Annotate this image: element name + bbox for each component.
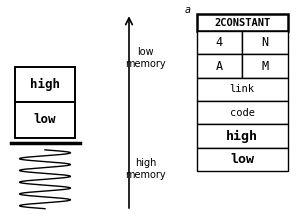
Bar	[196, 14, 288, 31]
Bar	[196, 54, 242, 78]
Bar	[15, 102, 75, 138]
Bar	[196, 101, 288, 124]
Bar	[196, 78, 288, 101]
Text: low: low	[230, 153, 254, 166]
Text: low
memory: low memory	[125, 47, 166, 69]
Text: A: A	[216, 59, 223, 73]
Bar	[196, 124, 288, 148]
Text: M: M	[262, 59, 269, 73]
Text: link: link	[230, 84, 255, 94]
Bar	[15, 67, 75, 102]
Text: code: code	[230, 108, 255, 118]
Text: a: a	[184, 5, 190, 15]
Bar	[242, 54, 288, 78]
Text: 4: 4	[216, 36, 223, 49]
Text: 2CONSTANT: 2CONSTANT	[214, 18, 270, 28]
Bar	[196, 148, 288, 171]
Text: N: N	[262, 36, 269, 49]
Text: high
memory: high memory	[125, 158, 166, 180]
Text: high: high	[30, 78, 60, 91]
Bar	[196, 31, 242, 54]
Bar	[242, 31, 288, 54]
Text: low: low	[34, 113, 56, 126]
Text: high: high	[226, 129, 258, 143]
